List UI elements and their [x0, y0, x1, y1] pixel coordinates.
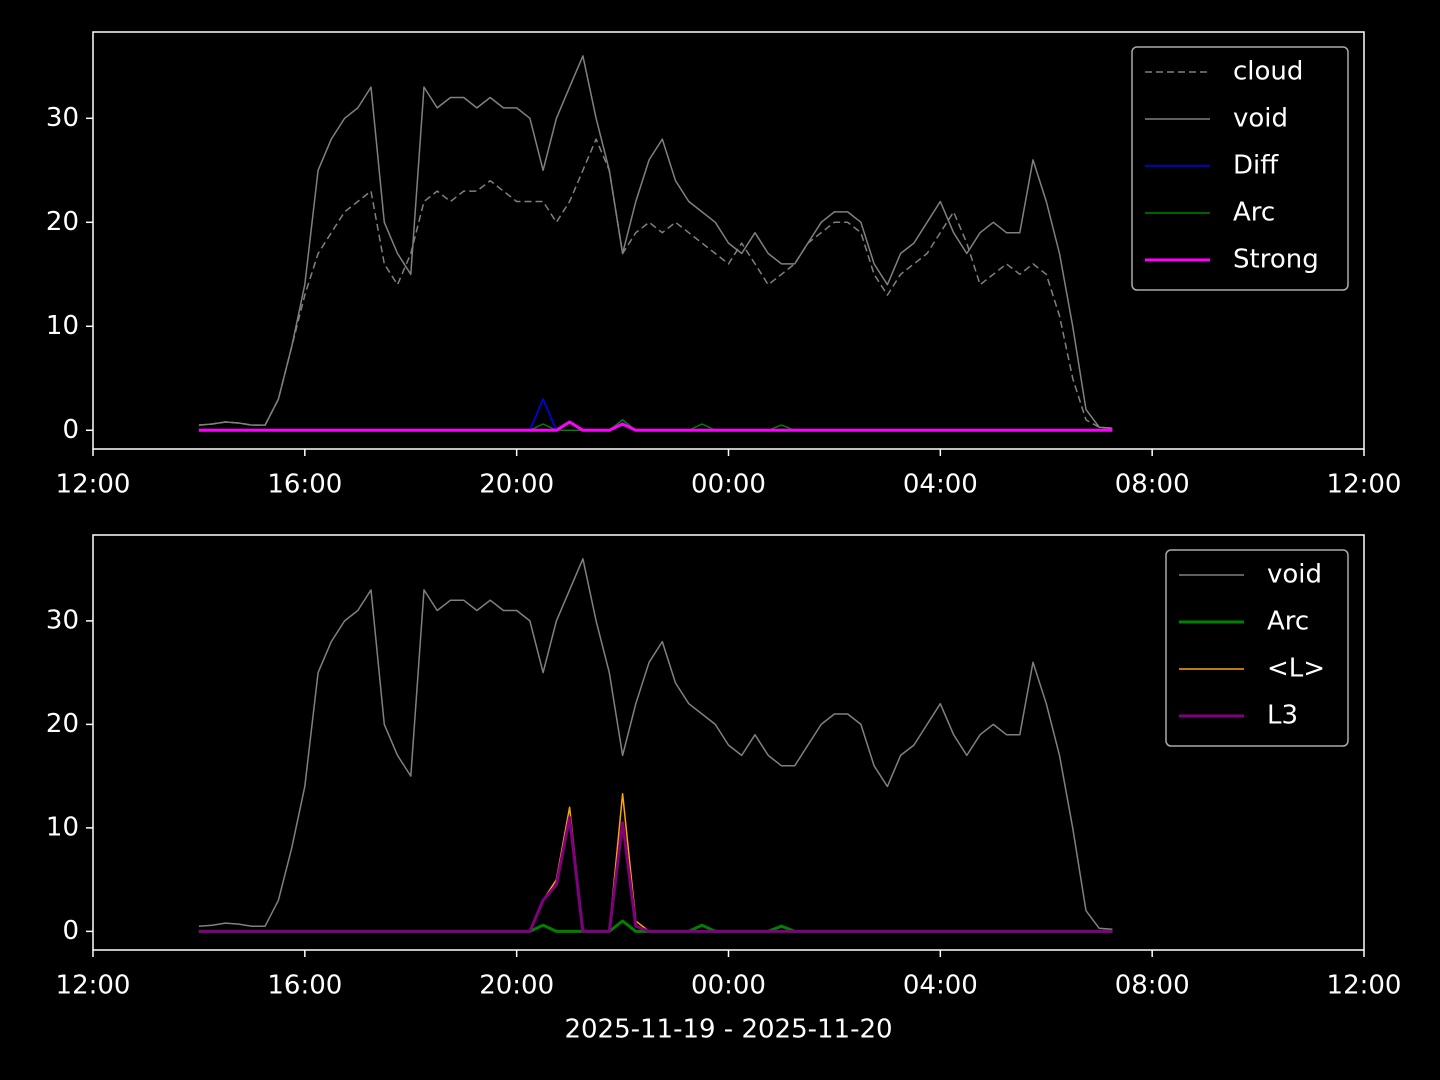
legend-label: Diff [1233, 151, 1279, 181]
y-tick-label: 30 [46, 605, 79, 635]
x-tick-label: 12:00 [56, 470, 131, 500]
legend-label: <L> [1267, 654, 1325, 684]
x-tick-label: 12:00 [56, 971, 131, 1001]
x-tick-label: 04:00 [903, 971, 978, 1001]
legend-label: Arc [1267, 607, 1309, 637]
y-tick-label: 10 [46, 812, 79, 842]
series-line [198, 420, 1113, 432]
legend-label: void [1267, 560, 1322, 590]
legend-label: cloud [1233, 57, 1303, 87]
series-line [198, 816, 1113, 933]
y-tick-label: 0 [62, 916, 79, 946]
legend-box [1131, 46, 1349, 291]
x-tick-label: 00:00 [691, 971, 766, 1001]
y-tick-label: 30 [46, 103, 79, 133]
legend-label: L3 [1267, 701, 1298, 731]
series-line [198, 558, 1113, 931]
y-tick-label: 20 [46, 709, 79, 739]
x-tick-label: 12:00 [1327, 470, 1402, 500]
x-tick-label: 12:00 [1327, 971, 1402, 1001]
series-line [198, 55, 1113, 429]
x-axis-label: 2025-11-19 - 2025-11-20 [564, 1015, 892, 1045]
y-tick-label: 10 [46, 311, 79, 341]
x-tick-label: 20:00 [479, 470, 554, 500]
legend-label: Arc [1233, 198, 1275, 228]
x-tick-label: 16:00 [267, 470, 342, 500]
x-tick-label: 00:00 [691, 470, 766, 500]
legend-label: void [1233, 104, 1288, 134]
axes-frame [92, 31, 1365, 450]
legend-box [1165, 549, 1349, 747]
x-tick-label: 08:00 [1115, 971, 1190, 1001]
legend-label: Strong [1233, 245, 1319, 275]
x-tick-label: 08:00 [1115, 470, 1190, 500]
x-tick-label: 04:00 [903, 470, 978, 500]
x-tick-label: 20:00 [479, 971, 554, 1001]
series-line [198, 138, 1113, 429]
y-tick-label: 20 [46, 207, 79, 237]
axes-frame [92, 534, 1365, 951]
y-tick-label: 0 [62, 415, 79, 445]
x-tick-label: 16:00 [267, 971, 342, 1001]
